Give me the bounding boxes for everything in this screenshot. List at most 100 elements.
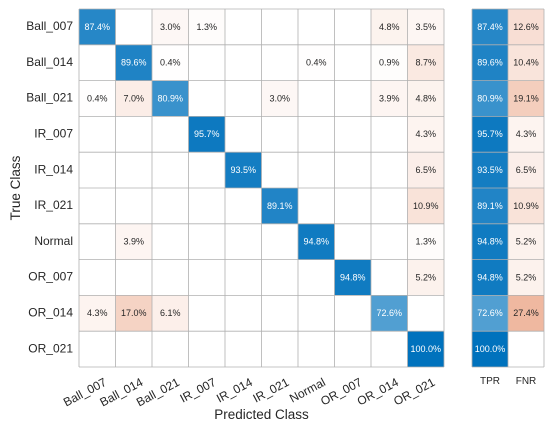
matrix-cell (298, 9, 335, 45)
row-tick-label: Ball_014 (26, 55, 73, 69)
matrix-cell (298, 331, 335, 367)
fnr-cell (508, 152, 544, 188)
row-tick-label: IR_021 (34, 198, 73, 212)
matrix-cell (334, 259, 371, 296)
matrix-cell-label: 1.3% (415, 237, 436, 247)
fnr-cell-label: 10.9% (513, 201, 539, 211)
column-tick-label: IR_021 (251, 375, 292, 406)
matrix-cell (115, 9, 152, 45)
matrix-cell (334, 188, 371, 224)
fnr-cell (508, 188, 544, 224)
tpr-cell-label: 94.8% (477, 237, 503, 247)
summary-column-labels: TPR FNR (480, 376, 536, 387)
tpr-cell (472, 188, 508, 224)
matrix-cell (152, 223, 189, 260)
matrix-cell-label: 6.1% (160, 308, 181, 318)
matrix-cell (407, 44, 444, 81)
fnr-cell-label: 10.4% (513, 58, 539, 68)
matrix-cell-label: 95.7% (194, 129, 220, 139)
matrix-cell (407, 295, 444, 332)
matrix-cell (188, 9, 225, 45)
matrix-cell (152, 188, 189, 224)
matrix-cell (225, 44, 262, 81)
matrix-cell (152, 116, 189, 153)
matrix-cell (261, 295, 298, 332)
summary-cells (472, 9, 544, 367)
tpr-cell (472, 80, 508, 117)
matrix-cell (334, 80, 371, 117)
matrix-cell (115, 116, 152, 153)
fnr-cell-label: 5.2% (516, 272, 537, 282)
fnr-cell-label: 5.2% (516, 237, 537, 247)
tpr-cell (472, 44, 508, 81)
matrix-cell (115, 80, 152, 117)
fnr-cell (508, 295, 544, 332)
row-tick-label: Ball_007 (26, 19, 73, 33)
matrix-cell (225, 295, 262, 332)
matrix-cell-label: 0.4% (87, 93, 108, 103)
matrix-cell (188, 152, 225, 188)
matrix-cell (79, 259, 116, 296)
column-tick-label: IR_014 (214, 375, 255, 406)
tpr-cell (472, 9, 508, 45)
tpr-cell (472, 116, 508, 153)
fnr-cell (508, 223, 544, 260)
matrix-cell-label: 0.4% (160, 58, 181, 68)
tpr-cell (472, 223, 508, 260)
matrix-cell-label: 89.6% (121, 58, 147, 68)
matrix-cell (298, 44, 335, 81)
matrix-cell (407, 116, 444, 153)
matrix-cell (371, 188, 408, 224)
matrix-cell (79, 152, 116, 188)
fnr-cell-label: 6.5% (516, 165, 537, 175)
matrix-cell (79, 223, 116, 260)
matrix-cell-label: 94.8% (303, 237, 329, 247)
matrix-cell (115, 44, 152, 81)
matrix-cell-label: 4.3% (415, 129, 436, 139)
matrix-cell-label: 89.1% (267, 201, 293, 211)
fnr-cell (508, 9, 544, 45)
row-tick-labels: Ball_007 Ball_014 Ball_021 IR_007 IR_014 IR_0… (26, 19, 73, 355)
fnr-cell-label: 4.3% (516, 129, 537, 139)
matrix-cell (371, 295, 408, 332)
matrix-cell-label: 6.5% (415, 165, 436, 175)
matrix-cell (188, 80, 225, 117)
matrix-cell (115, 188, 152, 224)
matrix-cell (371, 152, 408, 188)
matrix-cell (188, 331, 225, 367)
matrix-cell-label: 80.9% (157, 93, 183, 103)
matrix-cell-label: 4.8% (415, 93, 436, 103)
matrix-cell (298, 259, 335, 296)
matrix-cell (261, 116, 298, 153)
matrix-cell (334, 331, 371, 367)
matrix-cell (261, 44, 298, 81)
matrix-cell (152, 152, 189, 188)
matrix-cell (188, 116, 225, 153)
matrix-cell-label: 17.0% (121, 308, 147, 318)
matrix-cell (407, 331, 444, 367)
matrix-cell (152, 259, 189, 296)
row-tick-label: Ball_021 (26, 91, 73, 105)
matrix-cell-label: 1.3% (196, 22, 217, 32)
fnr-cell (508, 44, 544, 81)
matrix-cell (261, 188, 298, 224)
matrix-cell (261, 9, 298, 45)
matrix-cell (407, 259, 444, 296)
tpr-cell-label: 72.6% (477, 308, 503, 318)
matrix-cell-label: 0.9% (379, 58, 400, 68)
matrix-cell (261, 152, 298, 188)
matrix-cell (261, 223, 298, 260)
matrix-cell (407, 80, 444, 117)
column-tick-label: OR_021 (391, 375, 437, 408)
summary-column-label: FNR (516, 376, 537, 387)
matrix-cell-label: 4.3% (87, 308, 108, 318)
matrix-cell (334, 223, 371, 260)
matrix-cell (79, 44, 116, 81)
fnr-cell-label: 19.1% (513, 93, 539, 103)
fnr-cell-label: 27.4% (513, 308, 539, 318)
summary-column-label: TPR (480, 376, 500, 387)
matrix-cell-label: 3.5% (415, 22, 436, 32)
matrix-cell (225, 223, 262, 260)
tpr-cell (472, 331, 508, 367)
tpr-cell (472, 259, 508, 296)
